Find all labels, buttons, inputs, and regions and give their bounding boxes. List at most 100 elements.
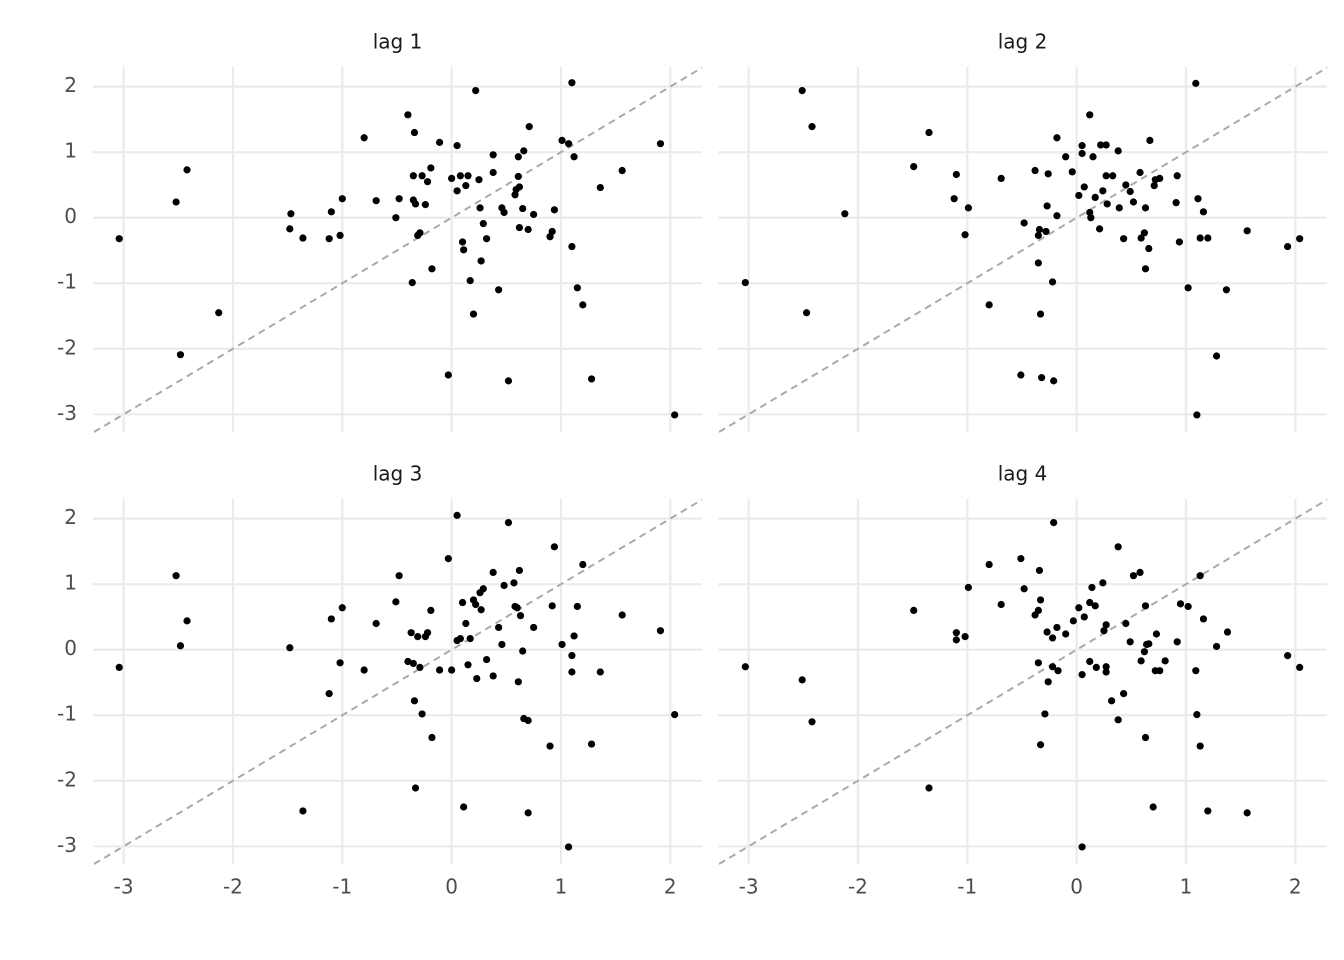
- point: [115, 663, 123, 672]
- point: [910, 606, 918, 615]
- point: [1075, 604, 1083, 612]
- panel-title: lag 3: [373, 462, 423, 486]
- point: [495, 286, 503, 294]
- point: [1020, 585, 1028, 593]
- point: [453, 187, 461, 195]
- point: [476, 204, 484, 212]
- point: [519, 647, 527, 655]
- point: [395, 195, 403, 203]
- point: [1086, 598, 1094, 607]
- point: [215, 309, 223, 317]
- point: [1199, 615, 1208, 623]
- point: [286, 644, 294, 652]
- point: [1036, 741, 1045, 749]
- point: [1034, 231, 1042, 240]
- point: [1017, 371, 1025, 379]
- point: [1137, 657, 1145, 665]
- point: [1091, 193, 1099, 202]
- point: [1108, 697, 1116, 705]
- point: [1035, 225, 1044, 234]
- point: [1102, 141, 1110, 149]
- point: [1141, 602, 1150, 610]
- point: [1141, 733, 1150, 742]
- point: [1243, 227, 1251, 235]
- point: [423, 178, 432, 186]
- point: [404, 657, 412, 666]
- point: [841, 210, 849, 218]
- point: [1122, 181, 1130, 189]
- point: [408, 278, 416, 287]
- point: [462, 182, 470, 190]
- point: [1095, 225, 1104, 233]
- point: [524, 225, 532, 234]
- point: [483, 655, 491, 664]
- panel-title: lag 1: [373, 30, 423, 54]
- point: [1114, 543, 1122, 551]
- point: [407, 629, 415, 637]
- point: [530, 210, 538, 219]
- point: [1089, 153, 1097, 161]
- point: [504, 377, 513, 385]
- point: [360, 134, 368, 142]
- point: [570, 632, 578, 640]
- point: [372, 619, 380, 628]
- point: [1126, 638, 1134, 646]
- point: [1222, 286, 1231, 294]
- point: [510, 579, 518, 587]
- point: [656, 627, 665, 635]
- point: [1172, 199, 1180, 207]
- point: [530, 623, 538, 632]
- point: [515, 566, 524, 575]
- point: [1120, 690, 1128, 698]
- point: [416, 663, 424, 672]
- point: [1176, 600, 1185, 608]
- point: [1102, 668, 1110, 676]
- y-tick-label: -1: [57, 702, 77, 726]
- point: [500, 208, 508, 217]
- point: [1053, 212, 1061, 220]
- point: [587, 375, 596, 383]
- point: [1062, 630, 1070, 638]
- point: [1044, 170, 1052, 178]
- y-tick-label: -3: [57, 401, 77, 425]
- point: [1043, 202, 1051, 210]
- point: [558, 640, 566, 649]
- point: [1103, 200, 1111, 208]
- point: [513, 604, 521, 612]
- point: [1102, 172, 1110, 180]
- point: [1196, 234, 1204, 242]
- point: [409, 172, 417, 180]
- point: [1092, 663, 1100, 672]
- point: [336, 659, 344, 667]
- point: [997, 600, 1005, 609]
- point: [1140, 229, 1149, 237]
- point: [1194, 195, 1202, 203]
- point: [464, 661, 472, 669]
- point: [1140, 648, 1149, 656]
- point: [1097, 141, 1105, 149]
- panel-title: lag 4: [998, 462, 1048, 486]
- point: [1078, 843, 1086, 851]
- point: [573, 284, 581, 292]
- point: [411, 784, 420, 792]
- point: [1184, 602, 1192, 611]
- point: [596, 668, 604, 676]
- point: [1044, 678, 1052, 686]
- point: [500, 581, 508, 590]
- point: [172, 572, 180, 580]
- x-tick-label: -3: [114, 875, 134, 899]
- point: [458, 238, 467, 246]
- point: [565, 140, 573, 148]
- point: [910, 163, 918, 171]
- point: [475, 176, 483, 184]
- point: [1088, 583, 1096, 592]
- point: [1150, 182, 1158, 190]
- point: [1173, 172, 1181, 180]
- x-tick-label: -2: [223, 875, 243, 899]
- point: [519, 204, 527, 213]
- point: [548, 602, 556, 610]
- point: [392, 214, 400, 222]
- point: [548, 227, 556, 236]
- point: [1078, 149, 1086, 158]
- point: [489, 672, 497, 680]
